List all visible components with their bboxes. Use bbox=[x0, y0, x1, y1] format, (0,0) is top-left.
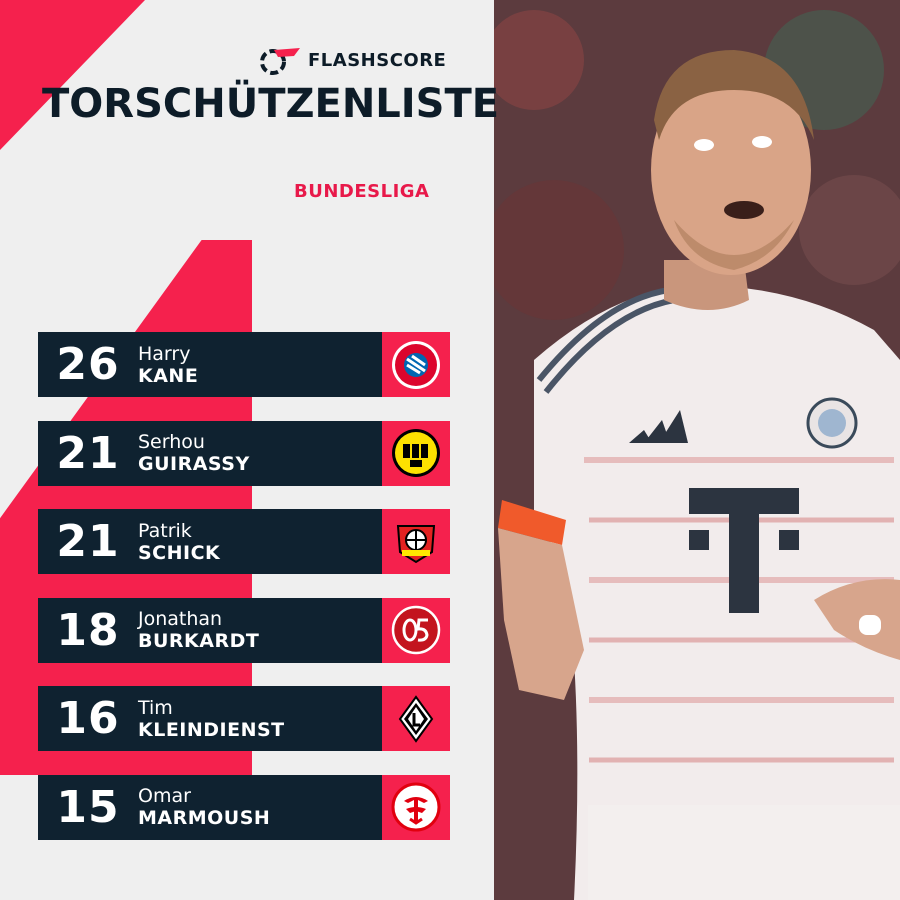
goal-count: 21 bbox=[56, 427, 120, 479]
brand-logo: FLASHSCORE bbox=[260, 44, 446, 76]
goal-count: 21 bbox=[56, 516, 120, 567]
player-name: Jonathan BURKARDT bbox=[138, 608, 382, 652]
player-last-name: GUIRASSY bbox=[138, 453, 250, 475]
player-name: Tim KLEINDIENST bbox=[138, 697, 382, 741]
player-first-name: Harry bbox=[138, 342, 191, 365]
club-crest bbox=[382, 686, 450, 751]
club-crest bbox=[382, 332, 450, 397]
scorer-row: 21 Patrik SCHICK bbox=[38, 509, 450, 574]
mainz-05-crest-icon bbox=[391, 605, 441, 655]
fc-bayern-muenchen-crest-icon bbox=[392, 340, 440, 389]
jersey-lower-extension bbox=[588, 805, 900, 900]
player-last-name: SCHICK bbox=[138, 541, 221, 564]
goal-count: 15 bbox=[56, 781, 120, 833]
player-last-name: KANE bbox=[138, 364, 199, 387]
bayer-leverkusen-crest-icon bbox=[396, 524, 436, 563]
page-title: TORSCHÜTZENLISTE bbox=[42, 81, 500, 127]
goal-count: 26 bbox=[56, 339, 120, 390]
club-crest bbox=[382, 509, 450, 574]
scorer-row: 18 Jonathan BURKARDT bbox=[38, 597, 450, 663]
league-label: BUNDESLIGA bbox=[294, 181, 430, 202]
scorer-list: 26 Harry KANE 21 Serhou GUIRASSY bbox=[38, 332, 450, 863]
flashscore-logo-icon bbox=[260, 48, 300, 75]
club-crest bbox=[382, 420, 450, 486]
bvb-09-crest-icon bbox=[392, 429, 440, 477]
eintracht-frankfurt-crest-icon bbox=[391, 782, 441, 832]
player-first-name: Tim bbox=[138, 696, 173, 719]
player-name: Harry KANE bbox=[138, 343, 382, 387]
player-first-name: Jonathan bbox=[138, 608, 223, 630]
scorer-row: 21 Serhou GUIRASSY bbox=[38, 420, 450, 486]
club-crest bbox=[382, 774, 450, 840]
player-first-name: Serhou bbox=[138, 431, 205, 453]
scorer-row: 26 Harry KANE bbox=[38, 332, 450, 397]
scorer-row: 16 Tim KLEINDIENST bbox=[38, 686, 450, 751]
player-last-name: KLEINDIENST bbox=[138, 718, 285, 741]
player-last-name: MARMOUSH bbox=[138, 807, 271, 829]
player-photo bbox=[494, 0, 900, 900]
player-first-name: Omar bbox=[138, 785, 191, 807]
player-last-name: BURKARDT bbox=[138, 630, 260, 652]
player-name: Serhou GUIRASSY bbox=[138, 431, 382, 475]
player-first-name: Patrik bbox=[138, 519, 192, 542]
borussia-moenchengladbach-crest-icon bbox=[398, 694, 434, 743]
brand-name: FLASHSCORE bbox=[308, 49, 447, 71]
goal-count: 16 bbox=[56, 693, 120, 744]
scorer-row: 15 Omar MARMOUSH bbox=[38, 774, 450, 840]
goal-count: 18 bbox=[56, 604, 120, 656]
club-crest bbox=[382, 597, 450, 663]
player-illustration bbox=[494, 0, 900, 900]
player-name: Patrik SCHICK bbox=[138, 520, 382, 564]
player-name: Omar MARMOUSH bbox=[138, 785, 382, 829]
